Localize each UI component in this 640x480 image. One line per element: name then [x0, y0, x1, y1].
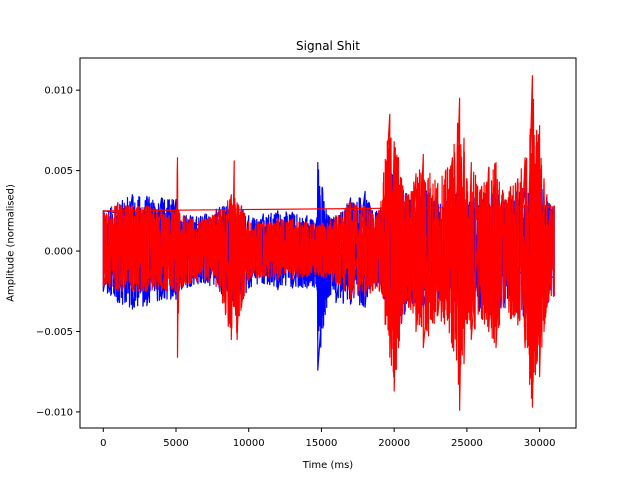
x-axis: 0 5000 10000 15000 20000 25000 30000 — [100, 428, 556, 449]
y-tick-label: 0.005 — [44, 166, 73, 177]
chart-title: Signal Shit — [296, 39, 360, 53]
x-tick-label: 15000 — [306, 438, 338, 449]
x-tick-label: 0 — [100, 438, 106, 449]
plot-layer — [102, 75, 555, 411]
axes-frame — [79, 57, 577, 429]
x-tick-label: 5000 — [163, 438, 188, 449]
y-tick-label: −0.010 — [36, 407, 73, 418]
x-tick-label: 20000 — [378, 438, 410, 449]
y-tick-label: 0.000 — [44, 247, 73, 258]
x-tick-label: 25000 — [451, 438, 483, 449]
y-axis: −0.010 −0.005 0.000 0.005 0.010 — [36, 86, 80, 418]
series-line-2 — [102, 75, 555, 411]
x-tick-label: 30000 — [524, 438, 556, 449]
y-tick-label: −0.005 — [36, 327, 73, 338]
x-axis-label: Time (ms) — [302, 460, 354, 471]
x-tick-label: 10000 — [233, 438, 265, 449]
y-tick-label: 0.010 — [44, 86, 73, 97]
y-axis-label: Amplitude (normalised) — [6, 184, 17, 302]
